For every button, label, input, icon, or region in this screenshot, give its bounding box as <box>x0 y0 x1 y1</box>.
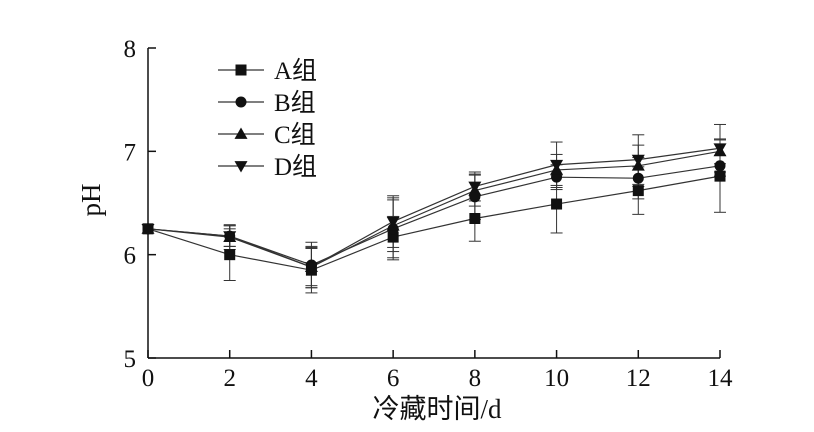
series-d-point <box>386 216 400 229</box>
series-lines <box>147 147 721 271</box>
tick-labels: 0 2 4 6 8 10 12 14 5 6 7 8 <box>124 36 734 392</box>
series-d-point <box>468 181 482 193</box>
legend-d-marker <box>234 161 248 173</box>
x-tick-label: 0 <box>142 365 155 392</box>
series-b-point <box>632 172 644 184</box>
x-axis-title: 冷藏时间/d <box>372 394 502 424</box>
axes <box>147 47 721 359</box>
series-d-point <box>141 223 155 236</box>
legend-a-marker <box>235 64 247 76</box>
series-d-point <box>304 262 318 274</box>
series-a-line <box>147 175 721 271</box>
data-markers <box>141 143 727 276</box>
series-c-line <box>147 150 721 268</box>
legend-d-label: D组 <box>274 153 317 181</box>
x-tick-label: 2 <box>223 365 236 392</box>
x-tick-label: 10 <box>544 365 569 392</box>
series-d-point <box>550 159 564 172</box>
x-tick-label: 4 <box>305 365 318 392</box>
y-tick-label: 5 <box>124 346 137 373</box>
legend-c-label: C组 <box>274 121 316 149</box>
series-a-point <box>469 213 481 224</box>
legend: A组 B组 C组 D组 <box>218 57 317 181</box>
series-d-point <box>223 231 237 243</box>
y-tick-label: 7 <box>124 139 137 166</box>
series-d-line <box>147 147 721 268</box>
x-tick-label: 14 <box>708 365 734 392</box>
legend-a-label: A组 <box>274 57 317 85</box>
series-a-point <box>224 249 236 261</box>
x-tick-label: 8 <box>469 365 482 392</box>
legend-b-label: B组 <box>274 89 316 117</box>
series-b-point <box>714 160 726 172</box>
x-tick-label: 12 <box>626 365 651 392</box>
y-axis-title: pH <box>76 184 106 217</box>
y-tick-label: 6 <box>124 243 137 270</box>
series-d-point <box>713 143 727 155</box>
x-tick-label: 6 <box>387 365 400 392</box>
series-a-point <box>714 170 726 182</box>
series-a-point <box>632 185 644 197</box>
series-a-point <box>387 231 399 243</box>
series-a-point <box>551 198 563 210</box>
legend-c-marker <box>234 127 248 139</box>
y-tick-label: 8 <box>124 36 137 63</box>
series-d-point <box>631 154 645 167</box>
legend-b-marker <box>235 96 247 108</box>
